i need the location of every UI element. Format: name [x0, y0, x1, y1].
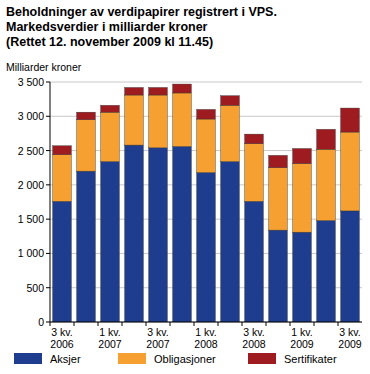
- bar: [221, 162, 240, 322]
- x-tick-label: 3 kv.2006: [50, 326, 74, 350]
- x-tick-label-line: 1 kv.: [195, 326, 216, 338]
- grid-line: [50, 322, 362, 323]
- x-tick-label-line: 1 kv.: [99, 326, 120, 338]
- bar: [77, 120, 96, 171]
- x-tick-label-line: 1 kv.: [291, 326, 312, 338]
- bar: [173, 84, 192, 93]
- x-tick-label: 1 kv.2008: [194, 326, 218, 350]
- y-tick: [46, 253, 50, 254]
- x-tick: [170, 322, 171, 326]
- x-tick: [266, 322, 267, 326]
- y-tick-label: 2 500: [18, 145, 44, 157]
- bar: [341, 211, 360, 322]
- bar: [149, 95, 168, 148]
- subtitle: (Rettet 12. november 2009 kl 11.45): [6, 35, 213, 49]
- bar: [173, 93, 192, 146]
- x-tick-label-line: 2009: [290, 338, 314, 350]
- x-tick: [122, 322, 123, 326]
- bar: [341, 108, 360, 132]
- x-tick-label-line: 2006: [50, 338, 74, 350]
- legend-label: Obligasjoner: [154, 353, 216, 365]
- bar: [293, 149, 312, 164]
- bar: [197, 173, 216, 322]
- x-tick: [314, 322, 315, 326]
- x-tick-label: 1 kv.2007: [98, 326, 122, 350]
- x-tick-label-line: 2009: [338, 338, 362, 350]
- bar: [221, 105, 240, 161]
- bar: [341, 132, 360, 211]
- legend-label: Sertifikater: [284, 353, 337, 365]
- subtitle: Markedsverdier i milliarder kroner: [6, 20, 208, 34]
- y-tick-label: 3 500: [18, 76, 44, 88]
- bar: [149, 87, 168, 95]
- bar: [197, 119, 216, 172]
- x-tick-label-line: 2008: [194, 338, 218, 350]
- title: Beholdninger av verdipapirer registrert …: [6, 5, 277, 19]
- bar: [269, 168, 288, 230]
- x-tick-label-line: 3 kv.: [339, 326, 360, 338]
- x-tick-label: 3 kv.2008: [242, 326, 266, 350]
- legend-swatch: [248, 353, 276, 364]
- y-tick-label: 500: [26, 282, 44, 294]
- grid-line: [50, 82, 362, 83]
- bar: [173, 146, 192, 322]
- bar: [125, 145, 144, 322]
- bar: [245, 144, 264, 202]
- bar: [317, 221, 336, 322]
- bar: [53, 155, 72, 202]
- bar: [53, 201, 72, 322]
- legend-label: Aksjer: [50, 353, 81, 365]
- x-tick-label-line: 2007: [146, 338, 170, 350]
- bar: [101, 162, 120, 322]
- bar: [245, 201, 264, 322]
- y-tick-label: 2 000: [18, 179, 44, 191]
- x-tick: [74, 322, 75, 326]
- bar: [125, 95, 144, 145]
- y-label: Milliarder kroner: [6, 61, 82, 73]
- bar: [197, 109, 216, 119]
- x-tick-label: 1 kv.2009: [290, 326, 314, 350]
- y-tick: [46, 82, 50, 83]
- bar: [77, 171, 96, 322]
- legend-swatch: [14, 353, 42, 364]
- bar: [317, 149, 336, 220]
- bar: [101, 112, 120, 161]
- y-tick-label: 1 500: [18, 213, 44, 225]
- bar: [245, 134, 264, 144]
- y-tick: [46, 322, 50, 323]
- chart: Beholdninger av verdipapirer registrert …: [0, 0, 370, 374]
- x-axis: [50, 322, 362, 323]
- bar: [125, 87, 144, 95]
- bar: [101, 105, 120, 112]
- y-tick-label: 1 000: [18, 247, 44, 259]
- y-tick-label: 3 000: [18, 110, 44, 122]
- bar: [317, 129, 336, 149]
- y-tick: [46, 184, 50, 185]
- bar: [293, 232, 312, 322]
- x-tick-label-line: 2007: [98, 338, 122, 350]
- legend-swatch: [118, 353, 146, 364]
- bar: [221, 96, 240, 106]
- y-tick-label: 0: [38, 316, 44, 328]
- bar: [149, 148, 168, 322]
- x-tick-label: 3 kv.2007: [146, 326, 170, 350]
- bar: [269, 155, 288, 167]
- y-tick: [46, 287, 50, 288]
- y-tick: [46, 219, 50, 220]
- y-axis: [50, 82, 51, 322]
- x-tick-label-line: 2008: [242, 338, 266, 350]
- bar: [77, 112, 96, 120]
- bar: [293, 164, 312, 233]
- x-tick-label-line: 3 kv.: [147, 326, 168, 338]
- bar: [269, 230, 288, 322]
- y-tick: [46, 150, 50, 151]
- bar: [53, 146, 72, 155]
- x-tick-label-line: 3 kv.: [51, 326, 72, 338]
- bars: [53, 84, 360, 322]
- y-tick: [46, 116, 50, 117]
- x-tick-label: 3 kv.2009: [338, 326, 362, 350]
- x-tick: [218, 322, 219, 326]
- x-tick-label-line: 3 kv.: [243, 326, 264, 338]
